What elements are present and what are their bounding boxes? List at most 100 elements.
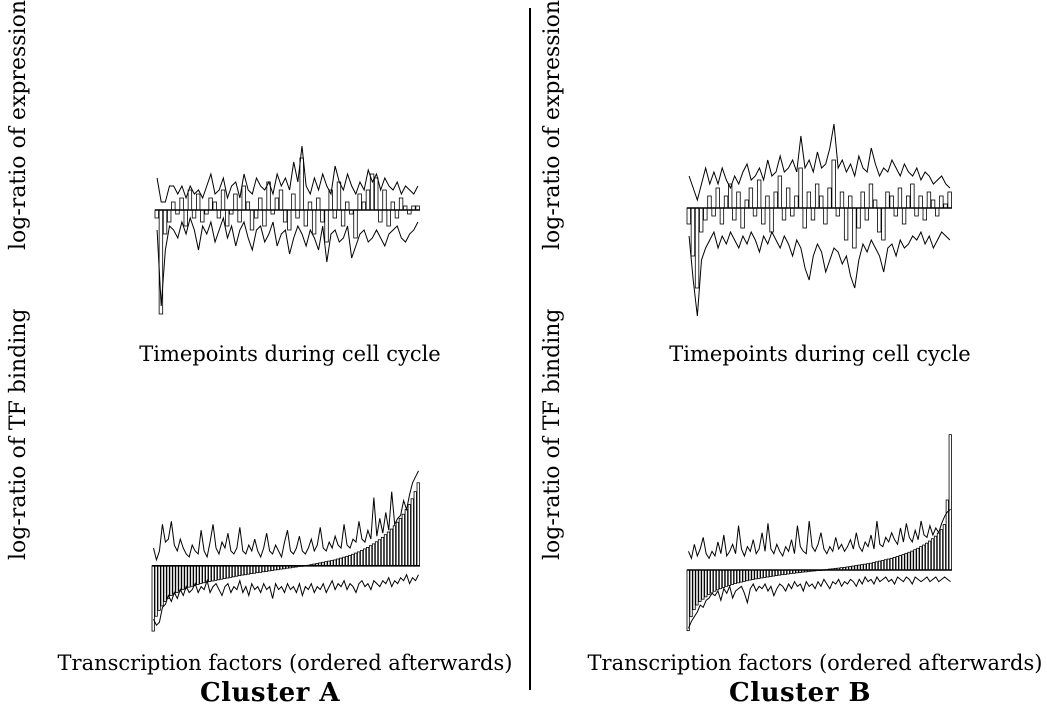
bar	[299, 157, 304, 211]
bar	[716, 569, 720, 591]
bar	[333, 559, 337, 567]
bar	[190, 565, 194, 587]
bar	[196, 565, 200, 585]
bar	[184, 565, 188, 589]
bar	[382, 189, 387, 211]
bar	[863, 563, 867, 571]
bar	[413, 491, 417, 567]
bar	[886, 558, 890, 571]
bar	[860, 564, 864, 571]
bar	[945, 499, 949, 571]
bar	[748, 569, 752, 581]
bar	[694, 207, 700, 289]
bar	[690, 207, 696, 257]
upper-bound-line	[153, 470, 419, 562]
bar	[360, 550, 364, 567]
bar	[771, 569, 776, 577]
bar	[241, 185, 246, 211]
bar	[883, 559, 888, 571]
bar	[707, 195, 712, 209]
expression-chart	[686, 123, 952, 317]
bar	[897, 187, 903, 209]
bar	[237, 209, 242, 223]
bar	[249, 565, 254, 574]
bar	[835, 207, 840, 217]
bar	[255, 565, 260, 574]
bar	[287, 209, 292, 231]
bar	[307, 201, 313, 211]
bar	[889, 557, 893, 571]
bar	[692, 569, 696, 611]
bar	[253, 209, 259, 219]
bar	[790, 207, 795, 217]
bar	[698, 569, 702, 602]
bar	[163, 565, 167, 602]
bar	[377, 539, 382, 567]
bar	[748, 187, 754, 209]
bar	[416, 482, 420, 567]
bar	[757, 569, 761, 579]
bar	[885, 191, 890, 209]
bar	[906, 195, 911, 209]
bar	[160, 565, 164, 607]
bar	[814, 183, 820, 209]
bar	[736, 191, 741, 209]
bar	[154, 565, 158, 617]
bar	[745, 569, 749, 582]
bar	[401, 513, 405, 567]
lower-bound-line	[153, 573, 419, 627]
bar	[291, 193, 296, 211]
bar	[361, 201, 366, 211]
tf-binding-chart	[151, 470, 420, 632]
bar	[744, 199, 749, 209]
expression-ylabel: log-ratio of expression	[540, 0, 565, 250]
bar	[877, 560, 882, 571]
bar	[914, 207, 919, 217]
bar	[200, 209, 205, 223]
bar	[205, 565, 209, 583]
bar	[224, 209, 230, 227]
bar	[856, 207, 861, 229]
bar	[365, 189, 371, 211]
bar	[183, 209, 188, 227]
bar	[727, 569, 731, 586]
bar	[756, 179, 762, 209]
tf-binding-xlabel: Transcription factors (ordered afterward…	[587, 651, 1043, 675]
bar	[234, 565, 239, 577]
bar	[243, 565, 248, 576]
bar	[229, 565, 233, 578]
bar	[345, 201, 350, 211]
bar	[175, 565, 179, 593]
bar	[794, 195, 799, 209]
bar	[925, 542, 929, 571]
bar	[868, 183, 874, 209]
bar	[866, 563, 870, 571]
lower-bound-line	[688, 230, 951, 317]
bar	[368, 545, 373, 567]
upper-bound-line	[688, 123, 951, 202]
bar	[172, 565, 176, 595]
bar	[773, 191, 778, 209]
bar	[689, 569, 693, 618]
bar	[353, 209, 358, 239]
bar	[383, 534, 388, 567]
bar	[249, 209, 255, 231]
bar	[380, 536, 385, 567]
lower-bound-line	[688, 575, 951, 629]
bar	[386, 209, 391, 227]
bar	[264, 565, 268, 572]
bar	[769, 207, 774, 233]
bar	[939, 529, 943, 571]
bar	[724, 569, 729, 587]
bar	[371, 543, 376, 567]
bar	[736, 569, 740, 584]
bar	[918, 195, 923, 209]
bar	[303, 209, 308, 227]
bar	[394, 209, 400, 219]
bar	[703, 207, 708, 221]
cluster-b-panel: log-ratio of expression log-ratio of TF …	[530, 0, 1047, 715]
bar	[246, 565, 251, 575]
bar	[374, 541, 379, 567]
bar	[311, 209, 317, 235]
bar	[332, 209, 337, 219]
